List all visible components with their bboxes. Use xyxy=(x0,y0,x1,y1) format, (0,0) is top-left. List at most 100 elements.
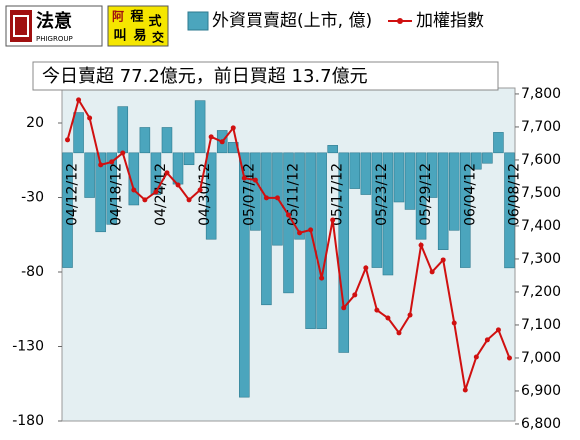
bar xyxy=(382,152,394,276)
index-point xyxy=(308,227,314,233)
bar xyxy=(150,152,162,195)
bar xyxy=(471,152,482,170)
y2-tick-label: 7,600 xyxy=(521,152,561,168)
x-tick-label: 05/11/12 xyxy=(286,163,302,226)
bar xyxy=(128,152,140,206)
bar xyxy=(73,112,84,154)
y-tick-label: -30 xyxy=(21,190,44,206)
index-point xyxy=(451,320,457,326)
index-point xyxy=(197,187,203,193)
logo-char: 阿 xyxy=(112,10,124,24)
bar xyxy=(139,127,151,154)
logo-box xyxy=(107,5,169,47)
index-point xyxy=(352,292,358,298)
logo-char: 交 xyxy=(152,30,164,45)
bar xyxy=(62,152,73,268)
bar xyxy=(393,152,405,203)
index-point xyxy=(297,230,303,236)
logo-char: 式 xyxy=(148,14,161,30)
subtitle: 今日賣超 77.2億元，前日買超 13.7億元 xyxy=(42,66,368,87)
bar xyxy=(239,152,250,398)
index-point xyxy=(274,195,280,201)
y2-tick-label: 7,700 xyxy=(521,119,561,135)
y-tick-label: -130 xyxy=(12,339,44,355)
bar xyxy=(493,132,504,154)
logo-char: 程 xyxy=(130,10,143,25)
y2-tick-label: 7,100 xyxy=(521,317,561,333)
index-point xyxy=(506,355,512,361)
bar xyxy=(338,152,350,353)
logo-icon-mark xyxy=(13,15,29,37)
bar xyxy=(482,152,493,164)
y2-tick-label: 7,000 xyxy=(521,350,561,366)
y2-tick-label: 7,300 xyxy=(521,251,561,267)
index-point xyxy=(363,265,369,271)
y2-tick-label: 6,800 xyxy=(521,416,561,432)
index-point xyxy=(473,354,479,360)
index-point xyxy=(495,327,501,333)
index-point xyxy=(87,115,93,121)
x-tick-label: 06/08/12 xyxy=(506,163,522,226)
bar xyxy=(460,152,471,268)
y-tick-label: 20 xyxy=(26,115,44,131)
index-point xyxy=(76,97,82,103)
bar xyxy=(183,152,195,166)
index-point xyxy=(109,159,115,165)
index-point xyxy=(330,217,336,223)
bar xyxy=(95,152,106,233)
x-tick-label: 06/04/12 xyxy=(462,163,478,226)
index-point xyxy=(374,307,380,313)
y2-tick-label: 7,400 xyxy=(521,218,561,234)
x-tick-label: 04/12/12 xyxy=(65,163,81,226)
bar xyxy=(426,152,438,198)
index-point xyxy=(175,182,181,188)
x-tick-label: 04/30/12 xyxy=(197,163,213,226)
bar xyxy=(415,152,427,240)
index-point xyxy=(286,212,291,218)
legend-swatch xyxy=(397,18,403,24)
bar xyxy=(437,152,449,250)
bar xyxy=(305,152,316,329)
bar xyxy=(194,100,206,154)
index-point xyxy=(440,257,446,263)
logo-sub: PHIGROUP xyxy=(36,35,73,43)
logo-icon xyxy=(10,10,32,42)
legend-label: 外資買賣超(上市, 億) xyxy=(212,11,372,31)
index-point xyxy=(98,162,104,168)
bar xyxy=(360,152,372,195)
y2-tick-label: 6,900 xyxy=(521,383,561,399)
logo-char: 易 xyxy=(133,29,146,44)
index-point xyxy=(484,337,490,343)
bar xyxy=(84,152,95,198)
bar xyxy=(250,152,261,231)
x-tick-label: 05/23/12 xyxy=(374,163,390,226)
bar xyxy=(349,152,361,189)
bar xyxy=(404,152,416,210)
index-point xyxy=(241,175,247,181)
y-tick-label: -80 xyxy=(21,264,44,280)
bar xyxy=(106,152,117,225)
index-point xyxy=(186,197,192,203)
x-tick-label: 05/17/12 xyxy=(330,163,346,226)
bar xyxy=(316,152,327,329)
index-point xyxy=(396,330,402,336)
bar xyxy=(161,127,173,154)
index-point xyxy=(219,139,225,145)
y-tick-label: -180 xyxy=(12,413,44,429)
index-point xyxy=(385,315,391,321)
x-tick-label: 04/24/12 xyxy=(153,163,169,226)
y2-tick-label: 7,200 xyxy=(521,284,561,300)
bar xyxy=(294,152,305,240)
index-point xyxy=(142,197,148,203)
bar xyxy=(172,152,184,185)
index-point xyxy=(120,150,126,156)
bar xyxy=(327,145,338,154)
index-point xyxy=(341,305,347,311)
logo-char: 叫 xyxy=(113,28,126,44)
bar xyxy=(117,106,129,154)
bar xyxy=(371,152,383,268)
index-point xyxy=(230,125,236,131)
index-point xyxy=(407,312,413,318)
index-point xyxy=(131,187,137,193)
index-point xyxy=(429,269,435,275)
